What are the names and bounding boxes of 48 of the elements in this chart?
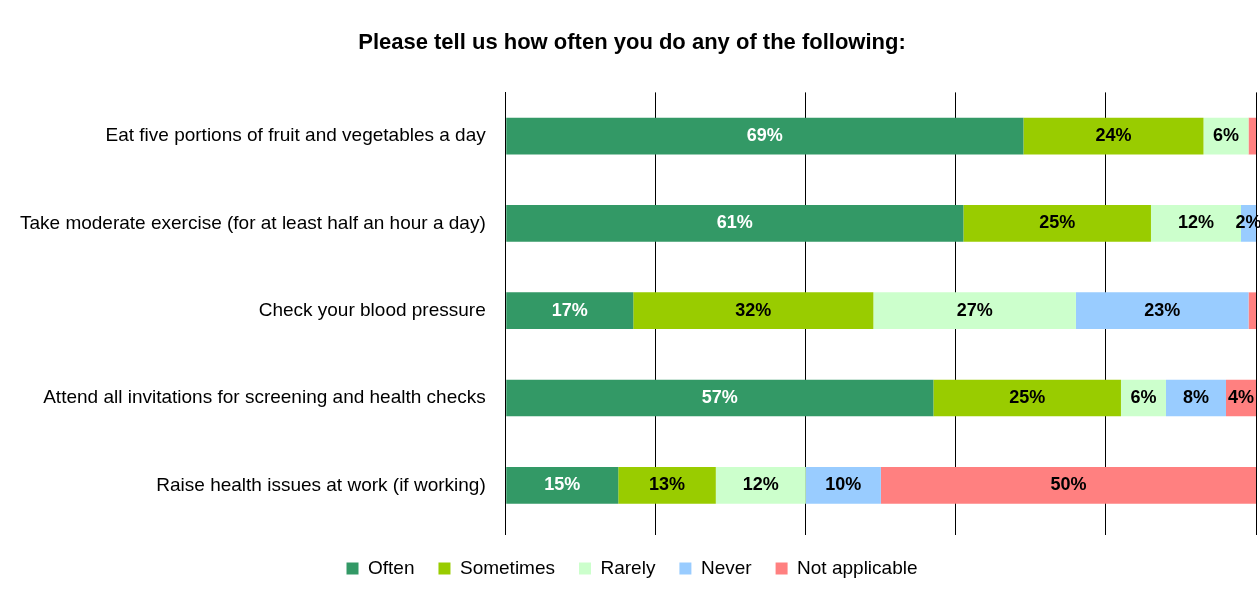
legend-label: Not applicable bbox=[797, 556, 918, 578]
bar bbox=[1075, 292, 1249, 330]
data-label: 32% bbox=[735, 299, 772, 320]
bar bbox=[633, 292, 874, 330]
bar bbox=[880, 467, 1256, 504]
bar bbox=[506, 467, 619, 504]
legend-label: Rarely bbox=[600, 556, 656, 578]
bar bbox=[506, 379, 934, 417]
data-label: 12% bbox=[742, 474, 779, 495]
bar bbox=[1248, 117, 1256, 155]
y-tick-label: Check your blood pressure bbox=[258, 298, 486, 320]
bar bbox=[618, 467, 716, 504]
bar bbox=[506, 117, 1024, 155]
bar bbox=[1248, 292, 1256, 330]
bar bbox=[805, 467, 881, 504]
y-tick-label: Raise health issues at work (if working) bbox=[156, 473, 486, 495]
bar bbox=[715, 467, 806, 504]
bar bbox=[933, 379, 1121, 417]
data-label: 69% bbox=[746, 125, 783, 146]
y-tick-label: Take moderate exercise (for at least half an hour a day) bbox=[19, 211, 486, 233]
chart-title: Please tell us how often you do any of the following: bbox=[358, 29, 906, 55]
data-label: 24% bbox=[1095, 125, 1132, 146]
data-label: 25% bbox=[1039, 212, 1076, 233]
data-label: 50% bbox=[1050, 474, 1087, 495]
data-label: 6% bbox=[1130, 386, 1157, 407]
bar bbox=[506, 292, 634, 330]
legend-label: Sometimes bbox=[459, 556, 555, 578]
data-label: 8% bbox=[1182, 386, 1209, 407]
data-label: 12% bbox=[1177, 212, 1214, 233]
data-label: 25% bbox=[1009, 386, 1046, 407]
data-label: 27% bbox=[956, 299, 993, 320]
data-label: 10% bbox=[825, 474, 862, 495]
data-label: 6% bbox=[1212, 125, 1239, 146]
legend-label: Often bbox=[368, 556, 415, 578]
data-label: 17% bbox=[551, 299, 588, 320]
y-tick-label: Attend all invitations for screening and health checks bbox=[43, 386, 486, 408]
bar bbox=[506, 205, 964, 242]
data-label: 13% bbox=[649, 474, 686, 495]
data-label: 57% bbox=[701, 386, 738, 407]
data-label: 23% bbox=[1144, 299, 1181, 320]
data-label: 61% bbox=[716, 212, 753, 233]
bar bbox=[1023, 117, 1204, 155]
bar bbox=[963, 205, 1151, 242]
data-label: 4% bbox=[1227, 386, 1254, 407]
legend-label: Never bbox=[700, 556, 753, 578]
bar bbox=[873, 292, 1076, 330]
data-label: 15% bbox=[544, 474, 581, 495]
y-tick-label: Eat five portions of fruit and vegetables a day bbox=[105, 124, 487, 146]
